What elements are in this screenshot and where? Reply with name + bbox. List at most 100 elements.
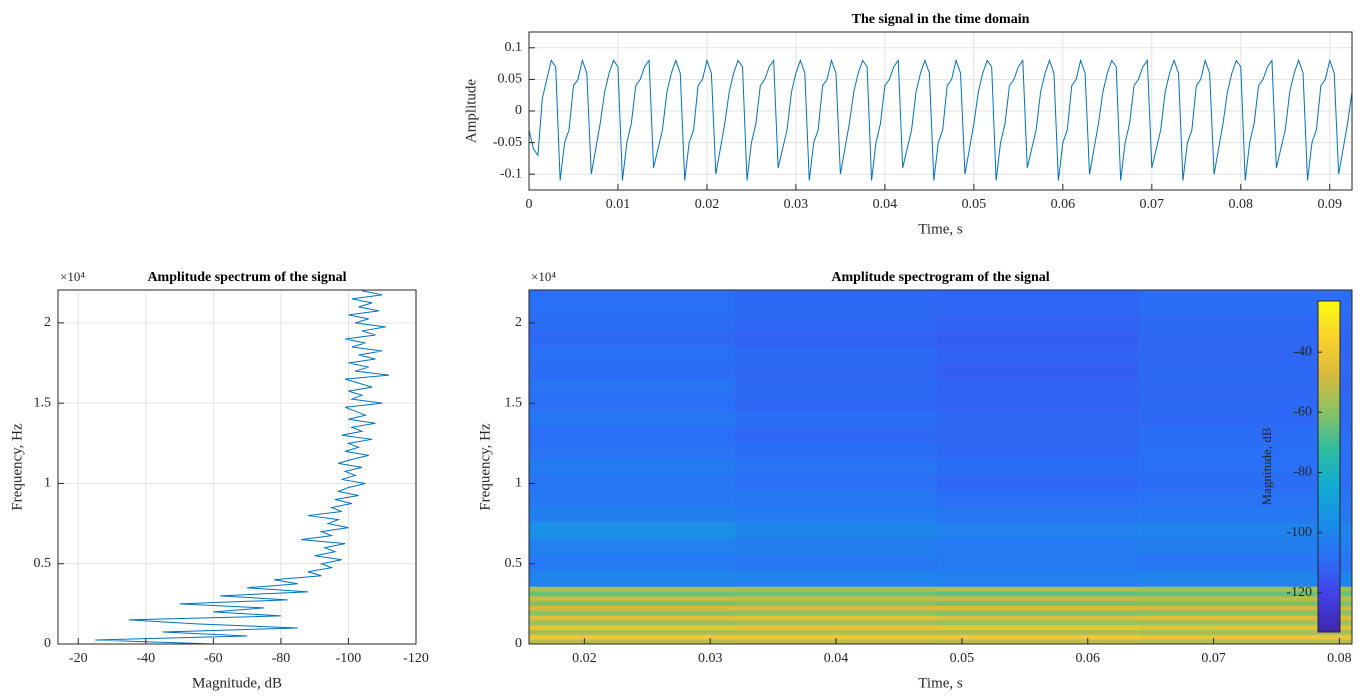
y-tick-label: -0.05 [493,135,522,150]
spectrogram-cell [1138,610,1352,616]
x-tick-label: -80 [272,651,291,666]
plot [529,290,1352,644]
spectrogram-cell [1138,345,1352,362]
x-axis-label: Magnitude, dB [192,675,282,691]
spectrogram-cell [936,409,1139,427]
y-tick-label: 2 [44,315,51,330]
x-tick-label: -20 [69,651,88,666]
x-tick-label: 0.08 [1229,197,1254,212]
spectrogram-cell [936,313,1139,330]
spectrogram-cell [529,489,736,507]
axes-box [57,289,417,645]
spectrogram-cell [529,600,736,606]
spectrogram-cell [735,570,938,587]
spectrogram-cell [1138,425,1352,443]
x-tick-label: -40 [136,651,155,666]
spectrogram-cell [529,634,736,640]
spectrogram-cell [936,634,1139,640]
spectrogram-cell [735,586,938,592]
spectrogram-cell [529,441,736,459]
spectrogram-cell [1138,505,1352,523]
spectrogram-cell [529,639,736,644]
spectrogram-cell [529,377,736,395]
spectrogram-cell [936,639,1139,644]
x-tick-label: 0.02 [695,197,720,212]
spectrogram-cell [1138,615,1352,621]
spectrogram-cell [936,329,1139,346]
spectrogram-cell [1138,290,1352,314]
spectrogram-cell [936,629,1139,635]
spectrogram-cell [735,377,938,395]
y-axis-label: Frequency, Hz [9,423,25,511]
spectrogram-cell [936,377,1139,395]
spectrogram-cell [735,457,938,475]
spectrogram-cell [936,521,1139,539]
spectrogram-cell [1138,538,1352,555]
x-tick-label: -120 [403,651,429,666]
plot [58,290,416,644]
spectrogram-cell [529,615,736,621]
spectrogram-cell [1138,313,1352,330]
plot-area [58,290,416,644]
colorbar-tick-label: -80 [1293,465,1312,480]
y-tick-label: 1 [515,476,522,491]
spectrogram-cell [936,393,1139,411]
spectrogram-cell [1138,629,1352,635]
spectrogram-cell [735,591,938,597]
y-tick-label: 0.5 [34,556,52,571]
spectrogram-cell [936,457,1139,475]
x-tick-label: 0.03 [698,651,723,666]
x-tick-label: 0.07 [1140,197,1165,212]
spectrogram-cell [936,345,1139,362]
x-tick-label: 0.03 [784,197,809,212]
y-tick-label: 1 [44,476,51,491]
spectrogram-cell [1138,619,1352,626]
spectrogram-cell [735,624,938,631]
x-axis-label: Time, s [918,675,963,691]
x-tick-label: 0.08 [1327,651,1352,666]
spectrogram-cell [936,361,1139,378]
spectrogram-cell [735,313,938,330]
spectrogram-cell [529,473,736,491]
spectrogram-cell [936,489,1139,507]
spectrogram-cell [735,489,938,507]
spectrogram-cell [1138,441,1352,459]
y-tick-label: 0.05 [498,72,523,87]
spectrogram-cell [735,329,938,346]
spectrogram-cell [936,538,1139,555]
spectrogram-cell [529,393,736,411]
spectrogram-cell [1138,393,1352,411]
spectrogram-cell [529,605,736,611]
x-tick-label: 0.05 [962,197,987,212]
spectrogram-cell [936,290,1139,314]
spectrogram-cell [529,538,736,555]
y-exponent: ×10⁴ [60,269,85,284]
spectrogram-cell [936,586,1139,592]
spectrogram-cell [529,521,736,539]
x-tick-label: 0 [526,197,533,212]
y-tick-label: 0.5 [505,556,523,571]
spectrogram-cell [735,473,938,491]
spectrogram-cell [1138,361,1352,378]
plot [529,32,1352,190]
spectrogram-cell [1138,634,1352,640]
axes-box [528,31,1353,191]
spectrogram-cell [735,605,938,611]
spectrogram-cell [1138,591,1352,597]
spectrogram-cell [735,615,938,621]
spectrogram-cell [936,473,1139,491]
spectrogram-cell [936,615,1139,621]
y-tick-label: 1.5 [505,395,523,410]
spectrogram-cell [735,629,938,635]
y-tick-label: 0 [44,636,51,651]
spectrogram-cell [529,345,736,362]
x-tick-label: -100 [336,651,362,666]
colorbar-tick-label: -40 [1293,344,1312,359]
axes: 0 0.01 0.02 0.03 0.04 0.05 0.06 0.07 0.08 0.09 -0.… [463,12,1353,237]
spectrogram-cell [529,290,736,314]
spectrogram-cell [1138,624,1352,631]
spectrogram-cell [1138,457,1352,475]
spectrogram-cell [735,409,938,427]
signal-line [95,290,390,644]
x-tick-label: 0.06 [1051,197,1076,212]
